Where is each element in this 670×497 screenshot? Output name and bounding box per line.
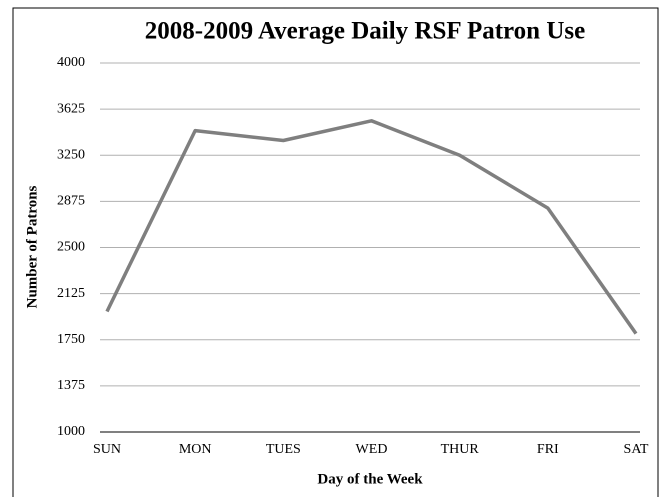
y-tick-label: 3250	[57, 147, 85, 162]
y-tick-label: 2125	[57, 286, 85, 301]
x-tick-label: THUR	[441, 442, 480, 457]
y-tick-label: 4000	[57, 55, 85, 70]
y-tick-label: 1375	[57, 378, 85, 393]
x-axis-label: Day of the Week	[317, 471, 423, 487]
y-tick-label: 1750	[57, 332, 85, 347]
x-tick-label: SAT	[624, 442, 649, 457]
x-tick-label: SUN	[93, 442, 121, 457]
x-tick-label: FRI	[537, 442, 559, 457]
x-tick-label: WED	[356, 442, 388, 457]
chart-title: 2008-2009 Average Daily RSF Patron Use	[145, 18, 585, 45]
y-tick-label: 2875	[57, 194, 85, 209]
y-tick-label: 1000	[57, 424, 85, 439]
y-tick-label: 3625	[57, 101, 85, 116]
chart-frame	[12, 7, 659, 497]
x-tick-label: MON	[179, 442, 212, 457]
y-axis-label: Number of Patrons	[24, 185, 40, 308]
x-tick-label: TUES	[266, 442, 301, 457]
data-line	[105, 119, 638, 335]
y-tick-label: 2500	[57, 240, 85, 255]
